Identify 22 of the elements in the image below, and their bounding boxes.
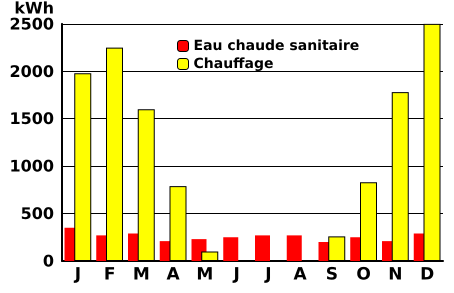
- y-tick-label: 2000: [9, 62, 54, 81]
- y-tick-label: 0: [42, 252, 54, 270]
- x-tick-label: M: [132, 264, 150, 284]
- legend-label: Chauffage: [194, 56, 274, 72]
- x-tick-label: N: [388, 264, 402, 284]
- x-tick-label: O: [356, 264, 371, 284]
- x-tick-label: S: [326, 264, 338, 284]
- bar: [255, 235, 270, 261]
- y-tick-label: 1000: [9, 156, 54, 176]
- x-tick-label: A: [166, 264, 181, 284]
- x-tick-label: F: [104, 264, 116, 284]
- x-tick-label: J: [264, 264, 272, 284]
- x-tick-label: J: [232, 264, 240, 284]
- x-tick-label: M: [196, 264, 214, 284]
- x-tick-label: D: [420, 264, 434, 284]
- bar: [223, 237, 238, 261]
- x-tick-label: A: [294, 264, 308, 284]
- legend-label: Eau chaude sanitaire: [194, 38, 360, 54]
- y-tick-label: 1500: [9, 109, 54, 128]
- y-tick-label: 500: [20, 204, 54, 224]
- bar: [286, 235, 302, 261]
- x-tick-label: J: [74, 264, 82, 284]
